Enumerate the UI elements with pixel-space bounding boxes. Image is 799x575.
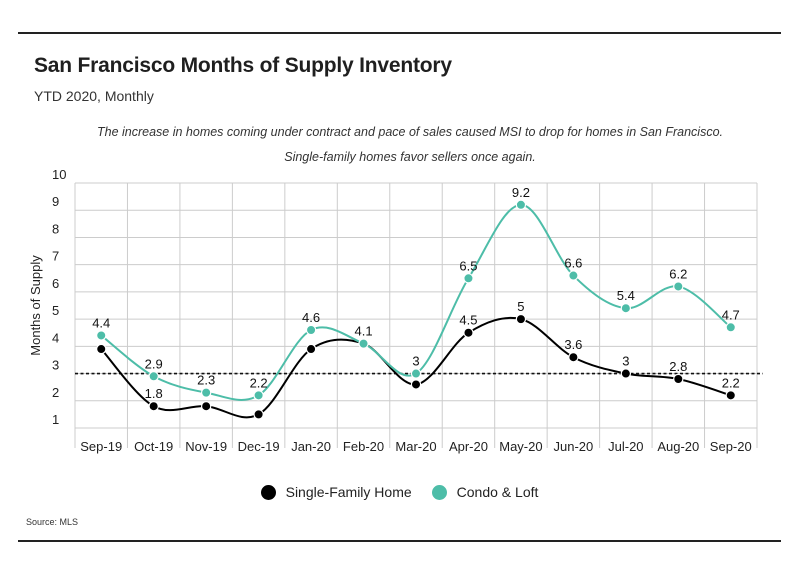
chart-title: San Francisco Months of Supply Inventory: [34, 54, 452, 77]
legend-label-condo-loft: Condo & Loft: [456, 484, 539, 500]
data-label-condo-loft: 4.7: [722, 307, 740, 322]
x-tick-label: Oct-19: [134, 439, 173, 454]
source-note: Source: MLS: [26, 517, 79, 527]
y-tick-label: 4: [52, 330, 59, 345]
x-tick-label: Jul-20: [608, 439, 643, 454]
y-tick-label: 1: [52, 412, 59, 427]
chart-note-line1: The increase in homes coming under contr…: [96, 125, 724, 139]
data-point-single-family: [463, 327, 474, 338]
y-tick-label: 7: [52, 249, 59, 264]
data-point-condo-loft: [620, 303, 632, 314]
x-tick-label: Aug-20: [657, 439, 699, 454]
legend-item-single-family[interactable]: Single-Family Home: [260, 484, 412, 500]
chart-subtitle: YTD 2020, Monthly: [34, 88, 154, 104]
y-tick-label: 9: [52, 194, 59, 209]
data-point-condo-loft: [410, 368, 422, 379]
data-point-single-family: [305, 343, 317, 355]
legend-label-single-family: Single-Family Home: [285, 484, 412, 500]
data-label-condo-loft: 4.6: [302, 310, 320, 325]
data-point-condo-loft: [673, 281, 684, 292]
chart-note-line2: Single-family homes favor sellers once a…: [284, 150, 536, 164]
data-point-single-family: [96, 343, 107, 355]
data-point-single-family: [568, 352, 579, 363]
legend-swatch-condo-loft: [431, 484, 447, 500]
data-point-condo-loft: [148, 371, 159, 382]
x-tick-label: Nov-19: [185, 439, 227, 454]
data-point-condo-loft: [515, 199, 527, 210]
data-point-condo-loft: [200, 387, 212, 398]
data-label-single-family: 2.2: [722, 375, 740, 390]
data-label-condo-loft: 2.2: [250, 375, 268, 390]
data-label-condo-loft: 2.3: [197, 373, 215, 388]
y-tick-label: 6: [52, 276, 59, 291]
y-tick-label: 8: [52, 221, 59, 236]
data-label-condo-loft: 5.4: [617, 288, 635, 303]
y-tick-label: 10: [52, 167, 66, 182]
data-label-single-family: 4.5: [459, 313, 477, 328]
data-label-single-family: 5: [517, 299, 524, 314]
data-point-single-family: [515, 313, 527, 325]
data-label-condo-loft: 4.4: [92, 315, 110, 330]
x-tick-label: Sep-19: [80, 439, 122, 454]
data-point-single-family: [410, 379, 422, 390]
data-point-single-family: [620, 368, 632, 379]
data-point-condo-loft: [96, 330, 107, 341]
data-label-condo-loft: 2.9: [145, 356, 163, 371]
data-label-single-family: 1.8: [145, 386, 163, 401]
y-tick-label: 2: [52, 385, 59, 400]
data-point-condo-loft: [568, 270, 579, 281]
data-point-single-family: [673, 373, 684, 385]
x-tick-label: Apr-20: [449, 439, 488, 454]
x-tick-label: May-20: [499, 439, 542, 454]
data-point-condo-loft: [358, 338, 369, 349]
data-label-single-family: 3: [622, 354, 629, 369]
data-point-condo-loft: [463, 273, 474, 284]
y-tick-label: 5: [52, 303, 59, 318]
data-label-condo-loft: 9.2: [512, 185, 530, 200]
x-tick-label: Dec-19: [238, 439, 280, 454]
data-point-condo-loft: [725, 322, 736, 333]
x-tick-label: Jun-20: [554, 439, 594, 454]
data-point-single-family: [725, 390, 736, 401]
data-label-single-family: 2.8: [669, 359, 687, 374]
data-point-single-family: [200, 401, 212, 412]
data-label-condo-loft: 4.1: [354, 324, 372, 339]
data-label-condo-loft: 3: [412, 354, 419, 369]
data-point-single-family: [148, 401, 159, 412]
legend-item-condo-loft[interactable]: Condo & Loft: [431, 484, 539, 500]
chart-legend: Single-Family Home Condo & Loft: [0, 484, 799, 500]
x-tick-label: Sep-20: [710, 439, 752, 454]
data-label-condo-loft: 6.6: [564, 256, 582, 271]
data-label-condo-loft: 6.5: [459, 258, 477, 273]
legend-swatch-single-family: [260, 484, 276, 500]
bottom-rule: [18, 540, 781, 542]
data-label-single-family: 3.6: [564, 337, 582, 352]
x-tick-label: Jan-20: [291, 439, 331, 454]
y-tick-label: 3: [52, 358, 59, 373]
x-tick-label: Mar-20: [395, 439, 436, 454]
x-tick-label: Feb-20: [343, 439, 384, 454]
data-label-condo-loft: 6.2: [669, 266, 687, 281]
y-axis-label: Months of Supply: [28, 255, 43, 356]
top-rule: [18, 32, 781, 34]
data-point-condo-loft: [253, 390, 264, 401]
data-point-single-family: [253, 409, 264, 420]
data-point-condo-loft: [305, 324, 317, 336]
